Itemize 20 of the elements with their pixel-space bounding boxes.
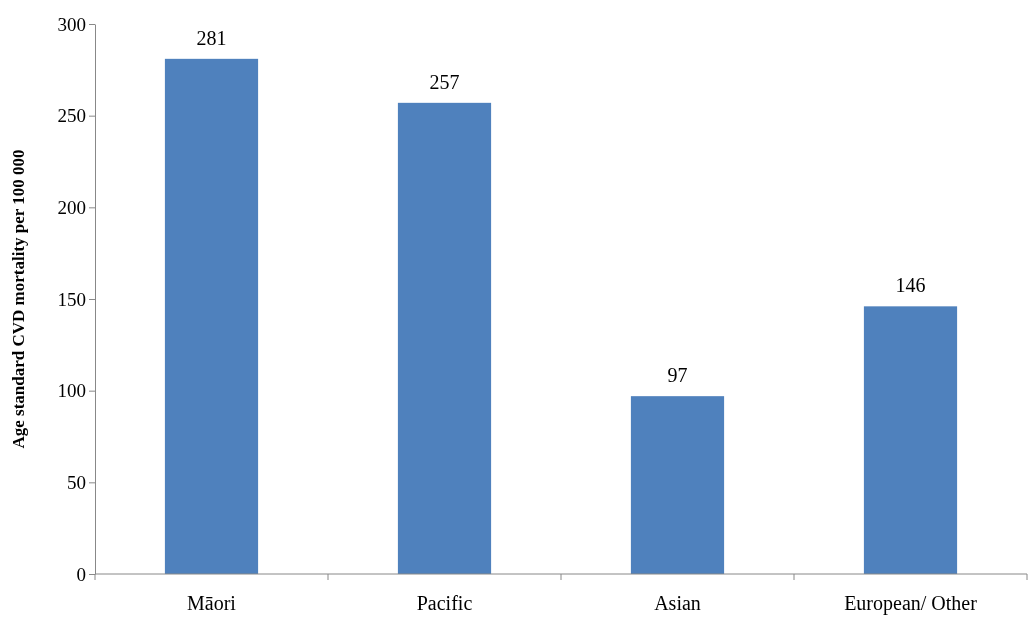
data-label: 281: [196, 26, 227, 49]
x-tick-label: Asian: [654, 592, 701, 614]
y-axis-title: Age standard CVD mortality per 100 000: [9, 149, 28, 449]
x-tick-label: Pacific: [416, 592, 473, 614]
x-tick-label: European/ Other: [844, 592, 978, 615]
x-tick-label: Māori: [187, 592, 237, 614]
bar: [164, 58, 259, 574]
y-tick-label: 150: [57, 288, 86, 310]
data-label: 257: [429, 70, 460, 93]
y-tick-label: 250: [57, 105, 86, 127]
y-tick-label: 300: [57, 13, 86, 35]
y-tick-label: 200: [57, 196, 86, 218]
y-tick-label: 0: [76, 563, 86, 585]
y-tick-label: 50: [67, 471, 86, 493]
y-tick-label: 100: [57, 380, 86, 402]
bar: [397, 102, 492, 574]
bar: [863, 306, 958, 574]
bar: [630, 396, 725, 574]
data-label: 146: [895, 274, 926, 297]
data-label: 97: [667, 364, 688, 387]
